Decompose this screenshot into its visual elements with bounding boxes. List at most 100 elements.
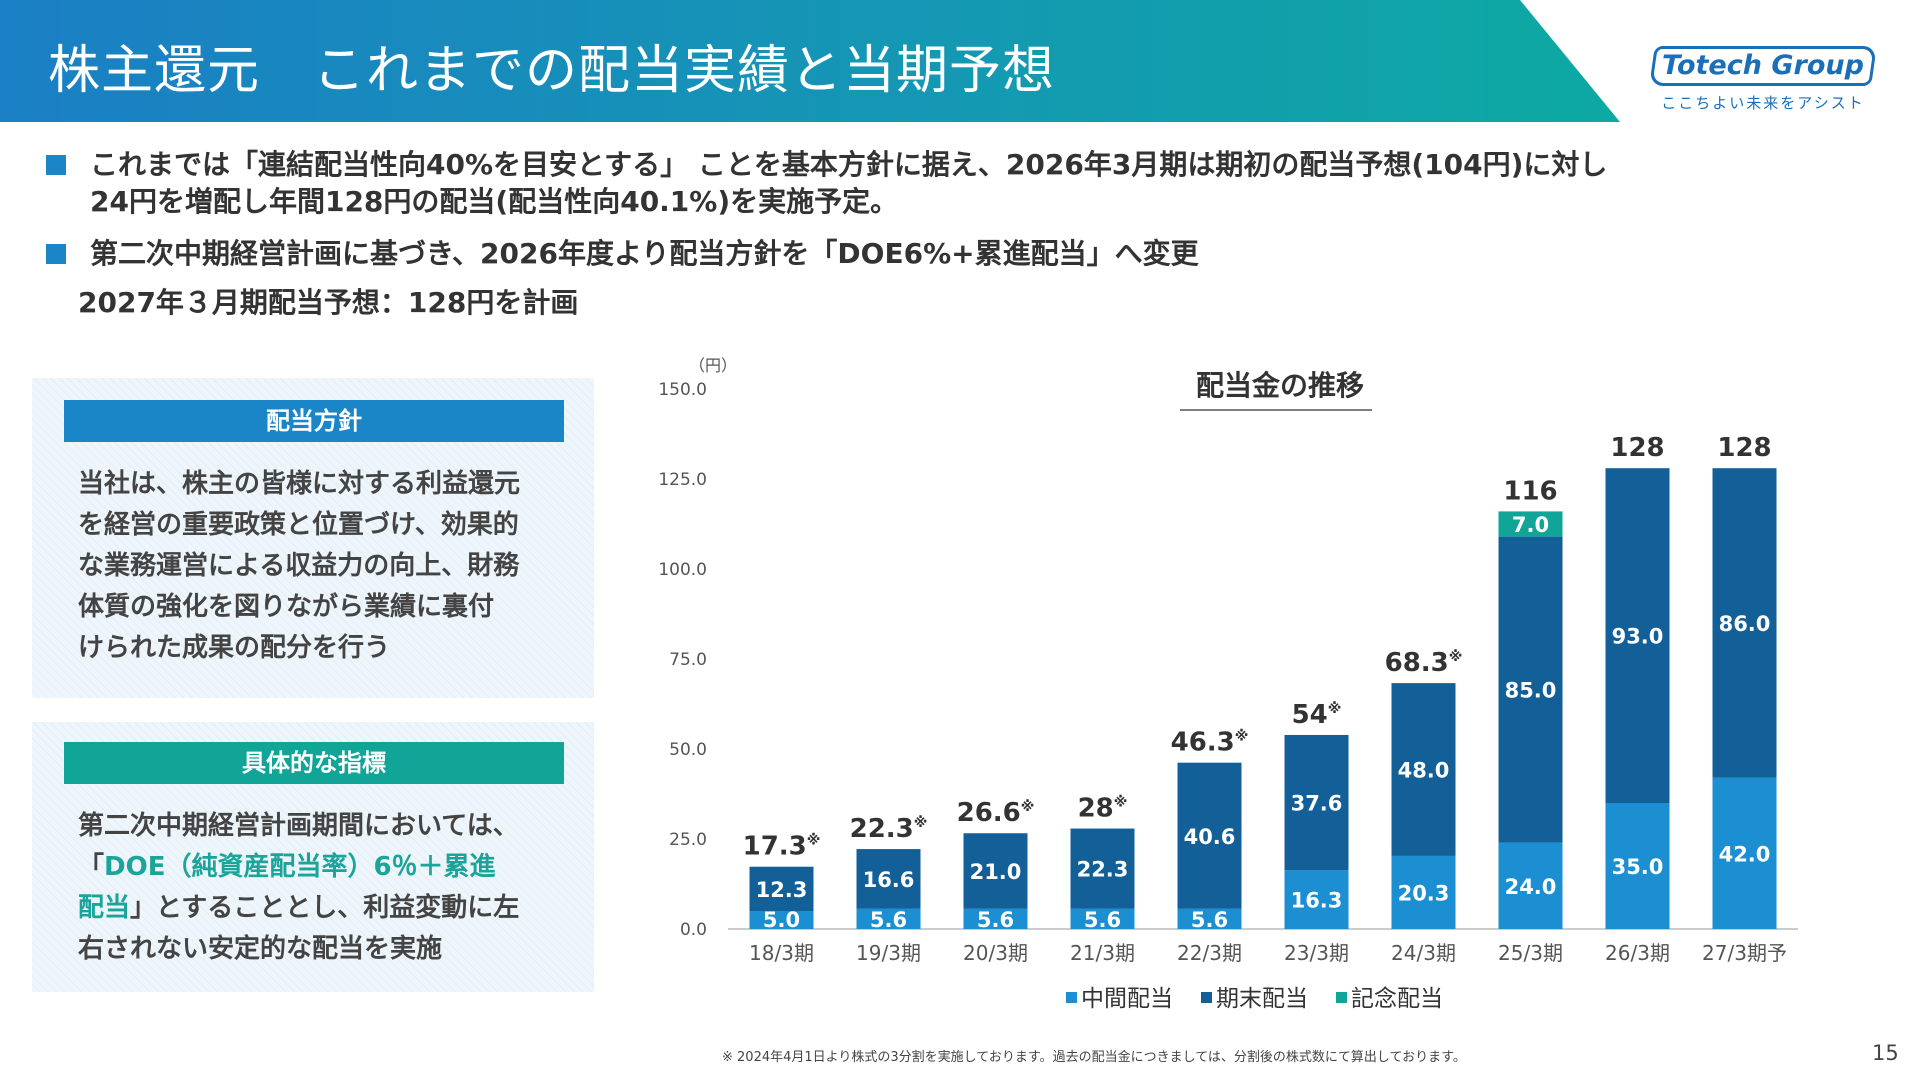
- bar-value-label: 12.3: [756, 878, 808, 902]
- bar-total-label: 128: [1610, 433, 1664, 463]
- bar-total-label: 22.3※: [850, 814, 928, 844]
- indicator-text-line: 第二次中期経営計画期間においては、: [78, 811, 519, 841]
- bar-total-label: 54※: [1292, 700, 1342, 730]
- legend-label: 期末配当: [1216, 986, 1308, 1012]
- total-note-mark: ※: [1021, 799, 1035, 815]
- y-tick-label: 75.0: [669, 650, 707, 670]
- bar-total-label: 17.3※: [743, 832, 821, 862]
- policy-text-line: 体質の強化を図りながら業績に裏付: [78, 592, 495, 622]
- x-tick-label: 24/3期: [1391, 941, 1456, 965]
- header-banner: 株主還元 これまでの配当実績と当期予想: [0, 0, 1920, 122]
- bar-value-label: 37.6: [1291, 792, 1343, 816]
- bullet-2-line-2: 2027年３月期配当予想：128円を計画: [78, 286, 579, 319]
- bar-total-label: 116: [1503, 476, 1557, 506]
- dividend-chart: 配当金の推移 （円） 0.0 25.0 50.0 75.0 100.0 125.0 150.…: [658, 356, 1798, 1012]
- bar-segment: [1070, 908, 1135, 929]
- y-tick-label: 125.0: [658, 470, 707, 490]
- bar-segment: [1712, 777, 1777, 929]
- indicator-text-rest: 」とすることとし、利益変動に左: [130, 893, 520, 923]
- bar-segment: [1498, 536, 1563, 843]
- bar-value-label: 16.3: [1291, 889, 1343, 913]
- x-tick-label: 27/3期予: [1702, 941, 1787, 965]
- bar-value-label: 16.6: [863, 868, 915, 892]
- indicator-highlight: 配当: [78, 893, 131, 923]
- bar-value-label: 35.0: [1612, 855, 1664, 879]
- bar-segment: [963, 833, 1028, 909]
- x-tick-label: 18/3期: [749, 941, 814, 965]
- header-diagonal: [1520, 0, 1620, 122]
- header-logo-area: [1620, 0, 1920, 122]
- bar-segment: [1712, 468, 1777, 778]
- y-tick-label: 150.0: [658, 380, 707, 400]
- indicator-title: 具体的な指標: [64, 742, 564, 784]
- bar-segment: [1498, 511, 1563, 537]
- x-tick-label: 26/3期: [1605, 941, 1670, 965]
- x-tick-label: 21/3期: [1070, 941, 1135, 965]
- page-title: 株主還元 これまでの配当実績と当期予想: [48, 41, 1056, 101]
- indicator-bracket: 「: [78, 852, 105, 882]
- legend-swatch: [1201, 992, 1212, 1003]
- bar-value-label: 5.6: [1084, 908, 1121, 932]
- legend-swatch: [1336, 992, 1347, 1003]
- bar-segment: [1605, 803, 1670, 929]
- indicator-highlight: DOE（純資産配当率）6％＋累進: [104, 852, 496, 882]
- y-tick-label: 100.0: [658, 560, 707, 580]
- policy-text-line: な業務運営による収益力の向上、財務: [78, 551, 520, 581]
- y-tick-label: 0.0: [680, 920, 707, 940]
- bar-total-label: 68.3※: [1385, 648, 1463, 678]
- company-tagline: ここちよい未来をアシスト: [1661, 94, 1865, 112]
- total-note-mark: ※: [1328, 701, 1342, 717]
- total-note-mark: ※: [1449, 649, 1463, 665]
- legend-label: 記念配当: [1351, 986, 1443, 1012]
- bar-value-label: 5.6: [977, 908, 1014, 932]
- bar-value-label: 93.0: [1612, 625, 1664, 649]
- x-tick-label: 23/3期: [1284, 941, 1349, 965]
- bar-value-label: 85.0: [1505, 679, 1557, 703]
- bar-segment: [1391, 855, 1456, 929]
- bar-segment: [1070, 828, 1135, 909]
- indicator-text-line: 右されない安定的な配当を実施: [78, 934, 443, 964]
- bar-value-label: 24.0: [1505, 875, 1557, 899]
- indicator-text-line: 配当」とすることとし、利益変動に左: [78, 888, 519, 929]
- bar-value-label: 20.3: [1398, 881, 1450, 905]
- bar-segment: [749, 866, 814, 911]
- y-tick-label: 50.0: [669, 740, 707, 760]
- bar-segment: [749, 911, 814, 929]
- bar-total-label: 128: [1717, 433, 1771, 463]
- bar-value-label: 5.6: [1191, 908, 1228, 932]
- bullet-1-line-1: これまでは「連結配当性向40%を目安とする」 ことを基本方針に据え、2026年3…: [90, 148, 1608, 181]
- bar-segment: [1284, 734, 1349, 871]
- bar-value-label: 40.6: [1184, 825, 1236, 849]
- bar-value-label: 5.6: [870, 908, 907, 932]
- y-tick-label: 25.0: [669, 830, 707, 850]
- bar-segment: [1498, 842, 1563, 929]
- x-tick-label: 20/3期: [963, 941, 1028, 965]
- policy-text-line: 当社は、株主の皆様に対する利益還元: [78, 469, 521, 499]
- bar-value-label: 22.3: [1077, 858, 1129, 882]
- x-tick-label: 22/3期: [1177, 941, 1242, 965]
- bar-segment: [856, 849, 921, 909]
- bar-total-label: 46.3※: [1171, 728, 1249, 758]
- bar-value-label: 5.0: [763, 908, 800, 932]
- page-number: 15: [1872, 1041, 1899, 1065]
- x-tick-label: 25/3期: [1498, 941, 1563, 965]
- policy-text-line: けられた成果の配分を行う: [78, 633, 391, 663]
- chart-title: 配当金の推移: [1196, 369, 1364, 402]
- policy-text-line: を経営の重要政策と位置づけ、効果的: [78, 510, 519, 540]
- company-logo: Totech Group: [1662, 50, 1864, 81]
- bar-value-label: 86.0: [1719, 612, 1771, 636]
- y-axis-unit: （円）: [689, 356, 737, 375]
- bar-total-label: 26.6※: [957, 798, 1035, 828]
- legend-label: 中間配当: [1081, 986, 1173, 1012]
- bar-segment: [856, 908, 921, 929]
- bar-segment: [1177, 762, 1242, 909]
- bullet-1-line-2: 24円を増配し年間128円の配当(配当性向40.1%)を実施予定。: [90, 185, 899, 218]
- bar-segment: [963, 908, 1028, 929]
- bullet-square-icon: [46, 155, 66, 175]
- total-note-mark: ※: [914, 815, 928, 831]
- bar-value-label: 7.0: [1512, 513, 1549, 537]
- bar-value-label: 21.0: [970, 860, 1022, 884]
- bar-total-label: 28※: [1078, 794, 1128, 824]
- total-note-mark: ※: [1114, 795, 1128, 811]
- bar-value-label: 48.0: [1398, 759, 1450, 783]
